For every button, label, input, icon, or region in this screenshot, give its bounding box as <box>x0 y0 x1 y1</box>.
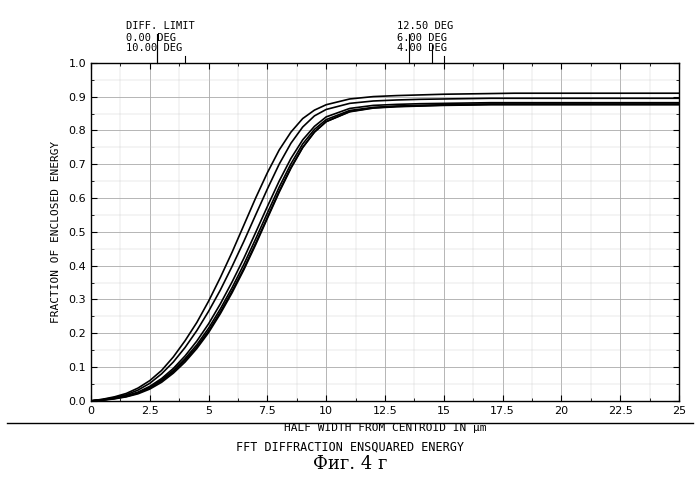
Text: 10.00 DEG: 10.00 DEG <box>126 43 183 53</box>
Text: DIFF. LIMIT: DIFF. LIMIT <box>126 21 195 31</box>
Text: Фиг. 4 г: Фиг. 4 г <box>313 455 387 473</box>
Text: 0.00 DEG: 0.00 DEG <box>126 32 176 43</box>
X-axis label: HALF WIDTH FROM CENTROID IN μm: HALF WIDTH FROM CENTROID IN μm <box>284 423 486 433</box>
Text: 12.50 DEG: 12.50 DEG <box>397 21 453 31</box>
Text: FFT DIFFRACTION ENSQUARED ENERGY: FFT DIFFRACTION ENSQUARED ENERGY <box>236 440 464 453</box>
Text: 6.00 DEG: 6.00 DEG <box>397 32 447 43</box>
Text: 4.00 DEG: 4.00 DEG <box>397 43 447 53</box>
Y-axis label: FRACTION OF ENCLOSED ENERGY: FRACTION OF ENCLOSED ENERGY <box>51 141 62 323</box>
